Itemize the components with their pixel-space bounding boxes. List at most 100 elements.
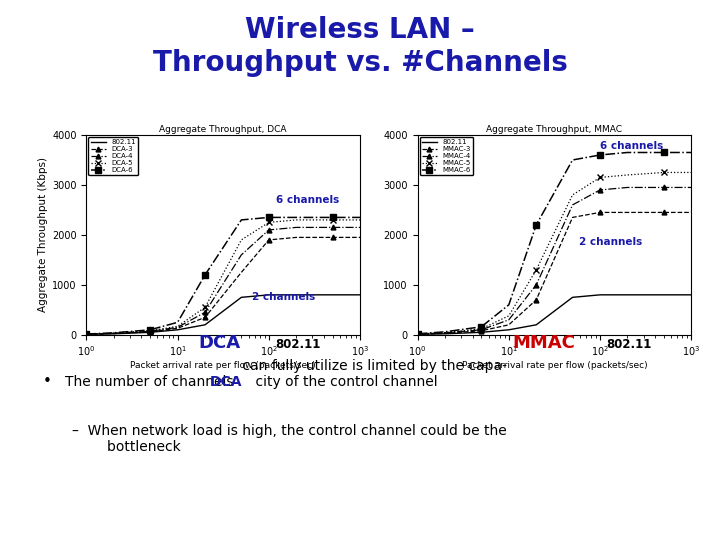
DCA-4 — [109, 330, 118, 336]
802.11 — [660, 292, 668, 298]
802.11 — [477, 329, 486, 335]
802.11 — [413, 331, 422, 338]
MMAC-4 — [623, 184, 631, 191]
Legend: 802.11, MMAC-3, MMAC-4, MMAC-5, MMAC-6: 802.11, MMAC-3, MMAC-4, MMAC-5, MMAC-6 — [420, 137, 473, 176]
MMAC-3 — [413, 331, 422, 338]
802.11 — [237, 294, 246, 301]
Title: Aggregate Throughput, MMAC: Aggregate Throughput, MMAC — [487, 125, 622, 134]
DCA-5 — [292, 217, 300, 223]
Text: 802.11: 802.11 — [276, 338, 321, 350]
DCA-3 — [264, 237, 273, 243]
802.11 — [595, 292, 604, 298]
Text: 6 channels: 6 channels — [276, 195, 339, 205]
MMAC-3 — [660, 209, 668, 215]
802.11 — [687, 292, 696, 298]
DCA-3 — [146, 328, 155, 335]
DCA-5 — [264, 219, 273, 226]
DCA-6 — [292, 214, 300, 221]
DCA-3 — [356, 234, 364, 241]
MMAC-6 — [687, 149, 696, 156]
DCA-5 — [237, 237, 246, 243]
DCA-4 — [174, 324, 182, 330]
DCA-3 — [82, 331, 91, 338]
802.11 — [146, 329, 155, 335]
DCA-5 — [174, 323, 182, 329]
MMAC-4 — [477, 327, 486, 333]
DCA-5 — [82, 331, 91, 338]
Line: DCA-6: DCA-6 — [84, 214, 363, 337]
Legend: 802.11, DCA-3, DCA-4, DCA-5, DCA-6: 802.11, DCA-3, DCA-4, DCA-5, DCA-6 — [89, 137, 138, 176]
DCA-3 — [109, 330, 118, 337]
DCA-6 — [174, 319, 182, 326]
DCA-3 — [237, 269, 246, 275]
MMAC-3 — [687, 209, 696, 215]
Text: The number of channels: The number of channels — [65, 375, 238, 389]
MMAC-3 — [532, 296, 541, 303]
Title: Aggregate Throughput, DCA: Aggregate Throughput, DCA — [159, 125, 287, 134]
Text: –  When network load is high, the control channel could be the
        bottlenec: – When network load is high, the control… — [72, 424, 507, 454]
MMAC-5 — [568, 192, 577, 198]
MMAC-5 — [477, 326, 486, 332]
802.11 — [505, 327, 513, 333]
MMAC-4 — [660, 184, 668, 191]
Text: Wireless LAN –
Throughput vs. #Channels: Wireless LAN – Throughput vs. #Channels — [153, 16, 567, 77]
DCA-6 — [201, 272, 210, 278]
DCA-4 — [82, 331, 91, 338]
DCA-6 — [237, 217, 246, 223]
MMAC-3 — [505, 321, 513, 328]
DCA-6 — [82, 331, 91, 338]
Line: DCA-5: DCA-5 — [84, 217, 363, 337]
802.11 — [623, 292, 631, 298]
X-axis label: Packet arrival rate per flow (packets/sec): Packet arrival rate per flow (packets/se… — [462, 361, 647, 370]
Text: 2 channels: 2 channels — [253, 292, 315, 302]
802.11 — [201, 321, 210, 328]
MMAC-6 — [595, 152, 604, 158]
MMAC-6 — [532, 221, 541, 228]
MMAC-4 — [595, 187, 604, 193]
Y-axis label: Aggregate Throughput (Kbps): Aggregate Throughput (Kbps) — [38, 157, 48, 313]
DCA-3 — [328, 234, 337, 241]
Text: 6 channels: 6 channels — [600, 141, 664, 151]
Line: MMAC-5: MMAC-5 — [415, 170, 694, 337]
MMAC-4 — [568, 201, 577, 208]
Text: 2 channels: 2 channels — [580, 237, 643, 247]
802.11 — [441, 330, 449, 337]
MMAC-6 — [660, 149, 668, 156]
DCA-4 — [328, 224, 337, 231]
DCA-6 — [356, 214, 364, 221]
MMAC-3 — [441, 330, 449, 336]
MMAC-5 — [441, 329, 449, 336]
802.11 — [356, 292, 364, 298]
MMAC-3 — [595, 209, 604, 215]
MMAC-5 — [623, 172, 631, 178]
DCA-5 — [146, 328, 155, 334]
MMAC-4 — [505, 316, 513, 323]
MMAC-5 — [532, 267, 541, 273]
DCA-4 — [292, 224, 300, 231]
Line: MMAC-4: MMAC-4 — [415, 185, 693, 336]
MMAC-5 — [660, 169, 668, 176]
802.11 — [264, 292, 273, 298]
DCA-4 — [146, 328, 155, 335]
DCA-3 — [292, 234, 300, 241]
802.11 — [292, 292, 300, 298]
802.11 — [174, 327, 182, 333]
MMAC-6 — [477, 323, 486, 330]
Line: MMAC-6: MMAC-6 — [415, 150, 694, 336]
DCA-6 — [146, 327, 155, 333]
MMAC-4 — [413, 331, 422, 338]
MMAC-3 — [623, 209, 631, 215]
Text: •: • — [43, 374, 52, 389]
DCA-4 — [356, 224, 364, 231]
Line: DCA-4: DCA-4 — [84, 225, 362, 337]
DCA-4 — [264, 227, 273, 233]
MMAC-3 — [568, 214, 577, 221]
DCA-6 — [109, 329, 118, 336]
MMAC-6 — [441, 328, 449, 335]
DCA-3 — [174, 325, 182, 332]
MMAC-6 — [623, 149, 631, 156]
DCA-4 — [237, 252, 246, 258]
802.11 — [109, 330, 118, 337]
MMAC-6 — [505, 301, 513, 308]
MMAC-6 — [568, 157, 577, 163]
